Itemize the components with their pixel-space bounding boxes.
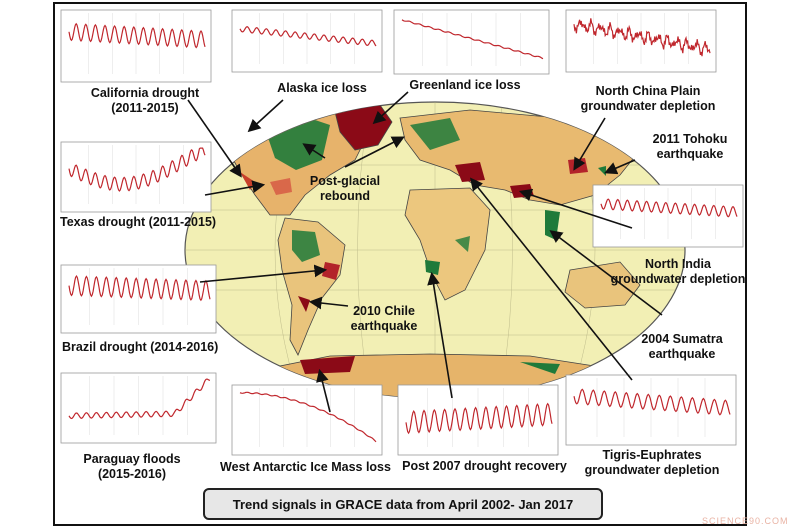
timeseries-line [239, 26, 377, 47]
timeseries-line [401, 19, 544, 60]
figure-caption: Trend signals in GRACE data from April 2… [203, 488, 603, 520]
watermark: SCIENCE90.COM [702, 516, 789, 526]
arrow-tohoku [604, 159, 636, 175]
label-north-india: North India groundwater depletion [610, 257, 746, 286]
arrow-tigris [470, 177, 633, 381]
arrow-north-india [518, 188, 633, 229]
timeseries-panel [565, 9, 717, 73]
label-post-glacial: Post-glacial rebound [309, 174, 381, 203]
arrow-alaska [247, 99, 284, 133]
timeseries-line [405, 402, 553, 435]
timeseries-panel [60, 372, 217, 444]
label-tigris: Tigris-Euphrates groundwater depletion [584, 448, 720, 477]
label-paraguay: Paraguay floods (2015-2016) [83, 452, 181, 481]
label-west-antarctic: West Antarctic Ice Mass loss [220, 460, 391, 474]
label-alaska: Alaska ice loss [277, 81, 367, 95]
label-post2007: Post 2007 drought recovery [402, 459, 567, 473]
timeseries-line [573, 18, 711, 57]
arrow-sumatra [549, 230, 663, 316]
label-brazil: Brazil drought (2014-2016) [62, 340, 219, 354]
timeseries-line [68, 22, 206, 49]
arrow-post2007 [427, 271, 453, 399]
timeseries-panel [393, 9, 550, 75]
arrow-post-glacial [344, 136, 405, 168]
timeseries-line [600, 198, 738, 218]
arrow-texas [204, 180, 266, 196]
timeseries-line [68, 274, 211, 302]
africa [404, 187, 491, 301]
label-greenland: Greenland ice loss [409, 78, 521, 92]
arrow-north-china [573, 117, 606, 171]
australia [564, 261, 641, 309]
timeseries-panel [592, 184, 744, 248]
timeseries-panel [397, 384, 559, 456]
arrow-west-antarctic [316, 368, 331, 413]
arrow-post-glacial-2 [302, 143, 326, 159]
timeseries-panel [60, 9, 212, 83]
world-map [184, 101, 686, 399]
label-california: California drought (2011-2015) [90, 86, 200, 115]
timeseries-line [573, 388, 731, 416]
timeseries-panel [565, 374, 737, 446]
timeseries-line [68, 147, 206, 192]
arrow-california [187, 99, 242, 178]
arrow-chile [308, 296, 349, 310]
label-tohoku: 2011 Tohoku earthquake [652, 132, 728, 161]
label-sumatra: 2004 Sumatra earthquake [641, 332, 723, 361]
timeseries-panel [231, 9, 383, 73]
label-texas: Texas drought (2011-2015) [60, 215, 217, 229]
timeseries-panel [60, 264, 217, 334]
arrow-brazil [199, 264, 328, 283]
label-chile: 2010 Chile earthquake [350, 304, 418, 333]
timeseries-line [68, 378, 211, 420]
timeseries-panel [60, 141, 212, 213]
timeseries-line [239, 391, 377, 443]
label-north-china: North China Plain groundwater depletion [580, 84, 716, 113]
arrow-greenland [372, 91, 409, 125]
timeseries-panel [231, 384, 383, 456]
